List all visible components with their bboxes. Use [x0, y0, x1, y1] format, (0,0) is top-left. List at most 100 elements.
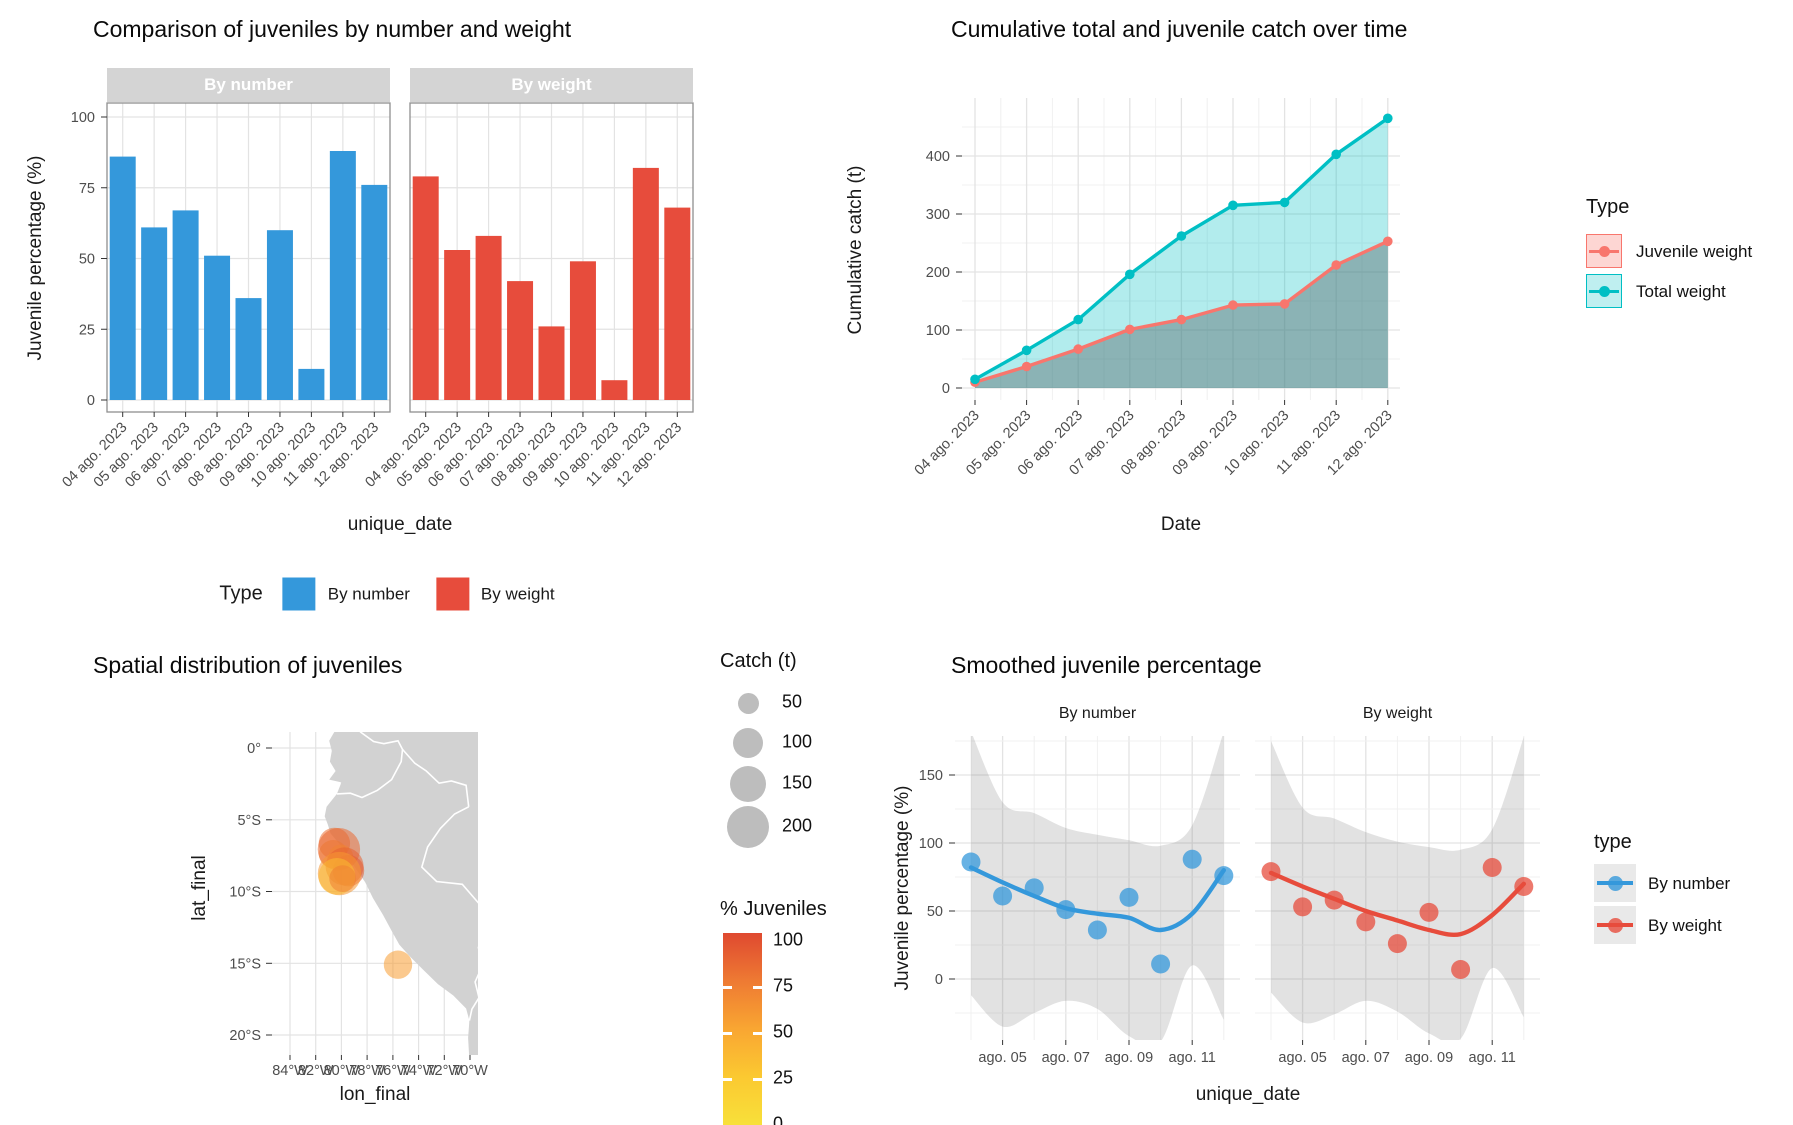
svg-text:ago. 11: ago. 11	[1169, 1050, 1216, 1066]
scatter-point	[1151, 954, 1171, 974]
bar	[632, 167, 659, 400]
scatter-point	[1482, 858, 1502, 877]
svg-text:76°W: 76°W	[375, 1063, 411, 1079]
scatter-point	[961, 852, 981, 872]
facet-strip-by-number: By number	[107, 68, 390, 102]
bar-chart-y-axis-label: Juvenile percentage (%)	[25, 155, 46, 361]
scatter-point	[1293, 897, 1313, 917]
bar	[475, 235, 502, 400]
svg-text:84°W: 84°W	[272, 1063, 308, 1079]
total-weight-legend-key	[1586, 274, 1622, 308]
bar	[412, 176, 439, 400]
svg-text:100: 100	[919, 836, 943, 852]
svg-text:82°W: 82°W	[298, 1063, 334, 1079]
series-point	[1279, 197, 1290, 208]
map-title: Spatial distribution of juveniles	[93, 652, 403, 678]
series-point	[1125, 324, 1135, 335]
scatter-point	[1182, 849, 1202, 869]
scatter-point	[1356, 912, 1376, 932]
catch-size-circle-150	[729, 765, 767, 803]
by-weight-legend-label: By weight	[480, 584, 555, 603]
series-point	[1383, 236, 1393, 247]
colorbar-tick	[753, 986, 762, 989]
bar	[569, 261, 596, 400]
svg-text:0°: 0°	[247, 741, 261, 757]
facet-strip-by-weight-label: By weight	[511, 75, 592, 94]
svg-text:50: 50	[927, 904, 943, 920]
smooth-chart-y-axis-label: Juvenile percentage (%)	[892, 785, 913, 991]
svg-text:ago. 09: ago. 09	[1405, 1050, 1453, 1066]
scatter-point	[1419, 902, 1439, 922]
svg-text:100: 100	[71, 110, 95, 126]
smooth-facet-1: ago. 05 ago. 07 ago. 09 ago. 11	[1255, 736, 1540, 1066]
svg-text:0: 0	[942, 381, 950, 397]
juvenile-weight-legend-key	[1586, 234, 1622, 268]
bar-chart-x-axis-label: unique_date	[347, 514, 453, 535]
bar	[109, 156, 136, 400]
catch-size-legend-title: Catch (t)	[720, 650, 797, 672]
scatter-point	[1056, 900, 1076, 920]
svg-text:ago. 05: ago. 05	[978, 1050, 1026, 1066]
svg-text:75: 75	[79, 181, 95, 197]
svg-text:10°S: 10°S	[229, 885, 261, 901]
bar	[141, 227, 168, 400]
scatter-point	[993, 886, 1013, 906]
cumulative-chart-x-axis-label: Date	[1160, 514, 1202, 535]
colorbar-tick-label: 25	[773, 1067, 794, 1088]
svg-text:0: 0	[935, 972, 943, 988]
catch-size-circle-200	[726, 805, 770, 849]
facet-strip-by-number-label: By number	[204, 75, 293, 94]
svg-text:50: 50	[79, 252, 95, 268]
catch-bubble	[383, 950, 413, 979]
country-border	[420, 806, 478, 1021]
svg-text:74°W: 74°W	[401, 1063, 437, 1079]
svg-text:78°W: 78°W	[349, 1063, 385, 1079]
colorbar-tick	[723, 1078, 732, 1081]
svg-text:20°S: 20°S	[229, 1028, 261, 1044]
series-point	[1331, 260, 1341, 270]
svg-text:150: 150	[919, 768, 943, 784]
series-point	[1021, 345, 1032, 356]
colorbar-tick-label: 50	[773, 1021, 794, 1042]
scatter-point	[1451, 960, 1471, 979]
catch-size-label-100: 100	[782, 731, 813, 752]
series-point	[1073, 314, 1083, 325]
series-point	[970, 374, 980, 385]
scatter-point	[1024, 878, 1044, 898]
pct-juveniles-legend-title: % Juveniles	[720, 898, 827, 920]
catch-bubble	[329, 865, 357, 892]
cumulative-chart-y-axis-label: Cumulative catch (t)	[845, 165, 866, 335]
series-point	[1383, 113, 1393, 124]
smooth-facet-label-by-number: By number	[1058, 705, 1137, 722]
catch-size-circle-100	[733, 728, 763, 758]
series-point	[1228, 300, 1238, 310]
facet-strip-by-weight: By weight	[410, 68, 693, 102]
scatter-point	[1087, 920, 1107, 940]
scatter-point	[1119, 887, 1139, 907]
catch-size-label-200: 200	[782, 815, 813, 836]
by-number-legend-label: By number	[327, 584, 410, 603]
colorbar-tick	[723, 1032, 732, 1035]
catch-size-label-50: 50	[782, 691, 803, 712]
bar	[298, 368, 325, 400]
smooth-facet-0: ago. 05 ago. 07 ago. 09 ago. 11	[955, 736, 1240, 1066]
by-weight-swatch	[435, 577, 469, 611]
colorbar-tick-label: 75	[773, 975, 794, 996]
bar	[235, 298, 262, 400]
svg-text:300: 300	[926, 207, 950, 223]
series-point	[1279, 299, 1290, 309]
smooth-by-number-legend-key	[1594, 864, 1636, 902]
bar	[266, 230, 293, 400]
bar	[329, 151, 356, 400]
bar	[538, 326, 565, 400]
smooth-line	[1268, 870, 1526, 938]
bar	[664, 207, 691, 400]
scatter-point	[1261, 862, 1281, 882]
smooth-legend-title: type	[1594, 831, 1632, 853]
bar	[444, 250, 471, 400]
pct-juveniles-colorbar	[723, 933, 762, 1125]
smooth-by-weight-legend-key	[1594, 906, 1636, 944]
